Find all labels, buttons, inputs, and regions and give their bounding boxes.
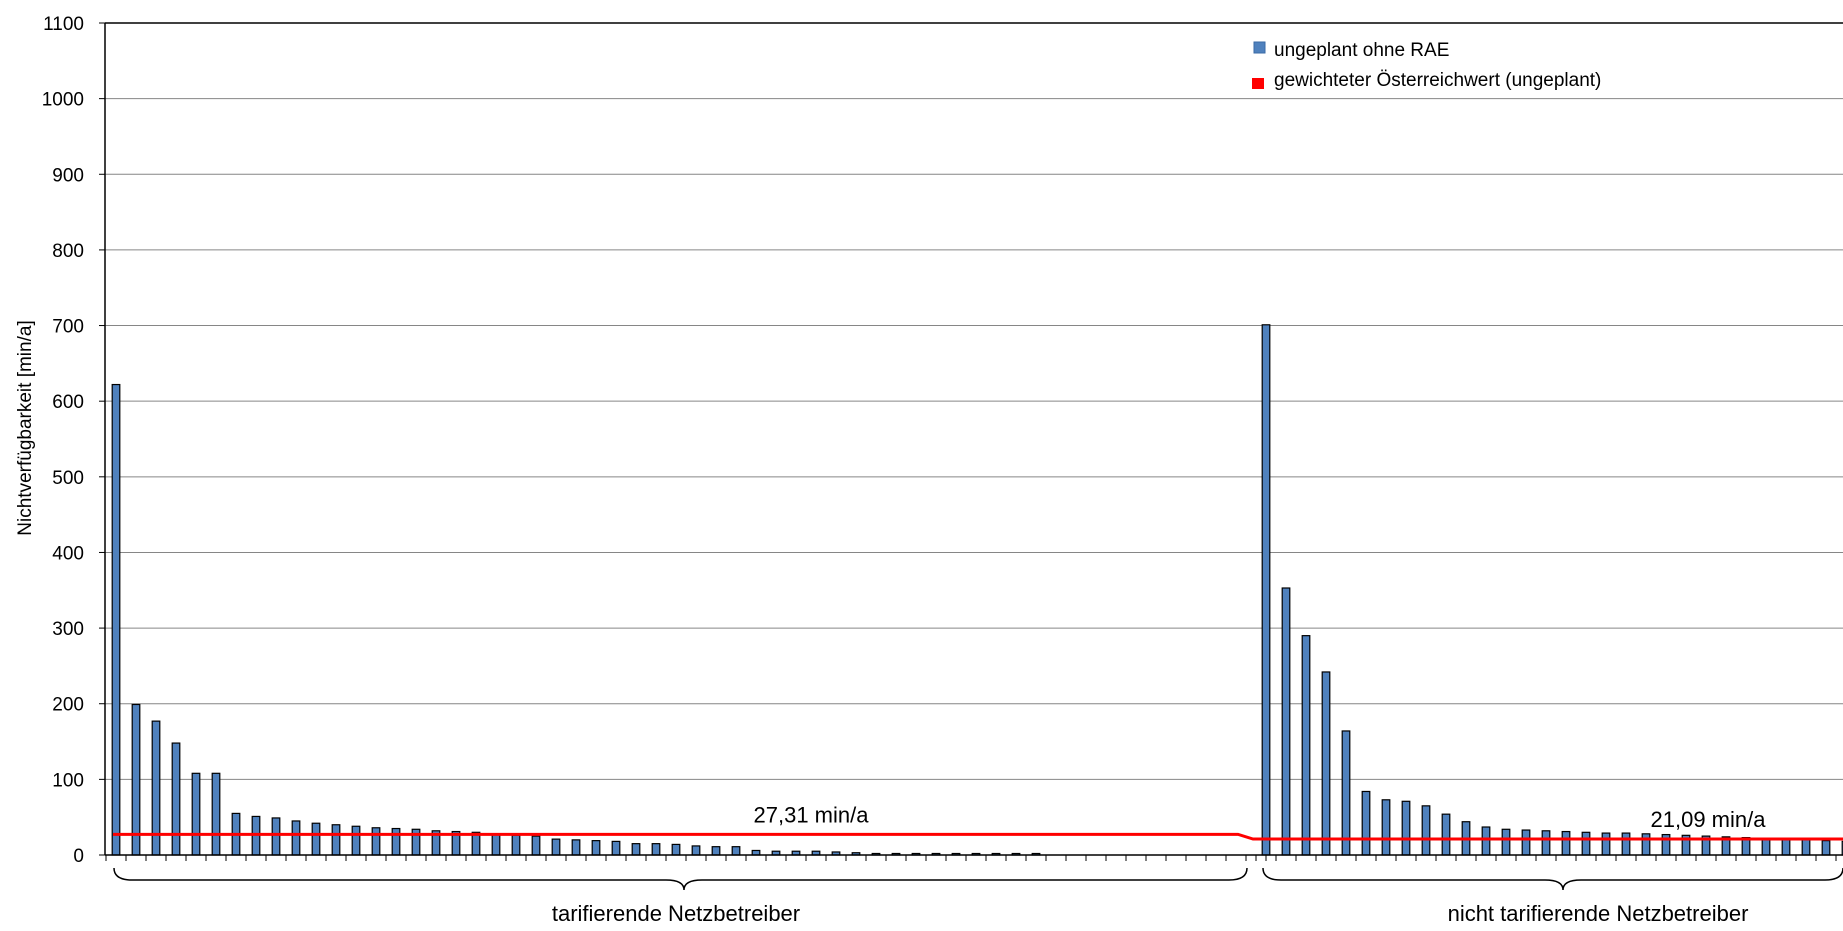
bar [611,840,621,856]
bar [691,845,701,856]
bar [1521,829,1531,856]
bar [1341,730,1351,856]
group-braces: tarifierende Netzbetreiber nicht tarifier… [113,867,1843,926]
bar [591,840,601,856]
bar [1801,839,1811,856]
bar [551,838,561,856]
group-label: nicht tarifierende Netzbetreiber [1448,901,1749,926]
bar [271,817,281,856]
axes [99,22,1843,861]
bars [111,324,1843,856]
bar [311,822,321,856]
legend-label-reference: gewichteter Österreichwert (ungeplant) [1274,70,1601,91]
y-tick-label: 0 [73,846,84,867]
reference-line-path [113,832,1843,841]
bar [531,835,541,856]
bar [1601,832,1611,856]
reference-value-label: 27,31 min/a [754,802,870,827]
bar [651,843,661,856]
y-tick-label: 100 [52,770,84,791]
group-label: tarifierende Netzbetreiber [552,901,800,926]
bar [351,825,361,856]
bar [1821,840,1831,856]
bar [191,772,201,856]
y-tick-label: 700 [52,317,84,338]
bar [631,843,641,856]
bar [1481,826,1491,856]
bar [1501,828,1511,856]
bar [731,846,741,856]
bar [671,843,681,856]
bar [1421,805,1431,856]
bar [711,846,721,856]
y-tick-label: 900 [52,165,84,186]
bar [1781,838,1791,856]
bar [171,742,181,856]
bar [111,383,121,856]
bar [1361,790,1371,856]
legend-swatch-bars [1253,41,1266,54]
bar [331,824,341,856]
bar [571,839,581,856]
group-brace [1262,867,1843,891]
y-tick-label: 1000 [42,90,84,111]
bar [491,833,501,856]
y-tick-label: 600 [52,392,84,413]
bar [1281,587,1291,856]
bar [1261,324,1271,856]
bar [1561,830,1571,856]
y-tick-label: 200 [52,695,84,716]
legend-label-bars: ungeplant ohne RAE [1274,40,1449,61]
reference-line: 27,31 min/a 21,09 min/a [113,802,1843,841]
y-tick-label: 800 [52,241,84,262]
y-tick-label: 400 [52,543,84,564]
legend-swatch-reference [1252,78,1264,89]
bar [291,820,301,856]
bar [1321,671,1331,856]
reference-value-label: 21,09 min/a [1651,807,1767,832]
bar [1621,832,1631,856]
y-tick-label: 500 [52,468,84,489]
bar [371,827,381,856]
bar [1761,837,1771,856]
bar [211,772,221,856]
y-tick-labels: 0 100 200 300 400 500 600 700 800 900 1000 1100 [42,14,84,867]
bar [1301,635,1311,856]
bar [1581,831,1591,856]
bar [511,834,521,856]
bar [1441,813,1451,856]
gridlines [105,22,1843,780]
bar [1381,799,1391,856]
group-brace [113,867,1248,891]
y-tick-label: 1100 [43,14,84,35]
bar [1641,833,1651,856]
legend: ungeplant ohne RAE gewichteter Österreic… [1252,40,1601,91]
bar [391,827,401,856]
bar [131,703,141,856]
y-axis-label: Nichtverfügbarkeit [min/a] [15,320,36,535]
bar [1541,830,1551,856]
bar [1401,800,1411,856]
y-tick-label: 300 [52,619,84,640]
